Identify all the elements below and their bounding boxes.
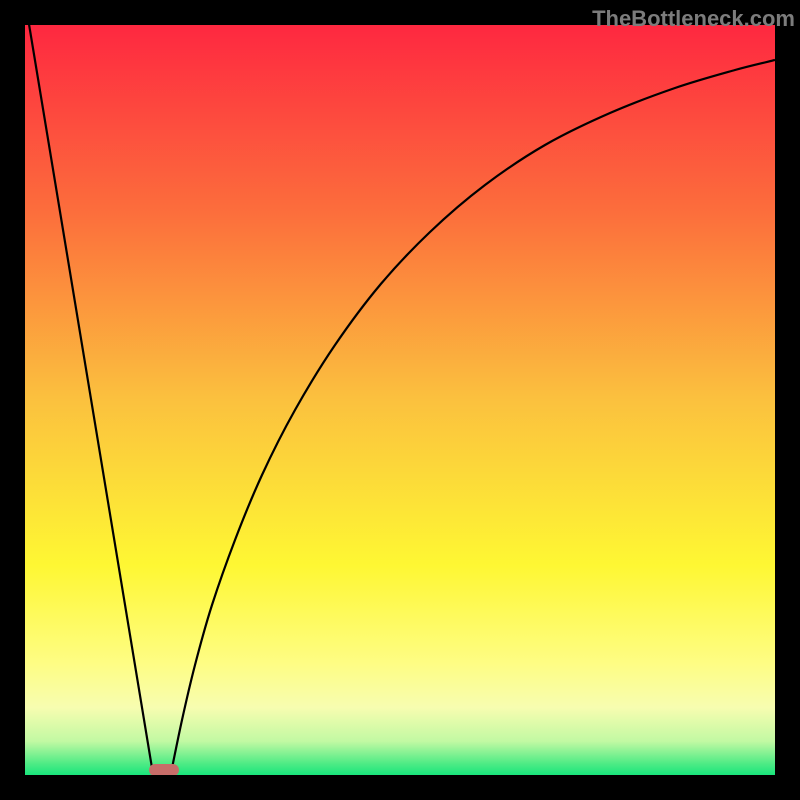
curve-layer	[0, 0, 800, 800]
watermark-text: TheBottleneck.com	[592, 6, 795, 32]
border-bottom	[0, 775, 800, 800]
border-left	[0, 0, 25, 800]
curve-left-branch	[25, 0, 152, 768]
curve-right-branch	[172, 60, 775, 768]
border-right	[775, 0, 800, 800]
bottleneck-chart: TheBottleneck.com	[0, 0, 800, 800]
